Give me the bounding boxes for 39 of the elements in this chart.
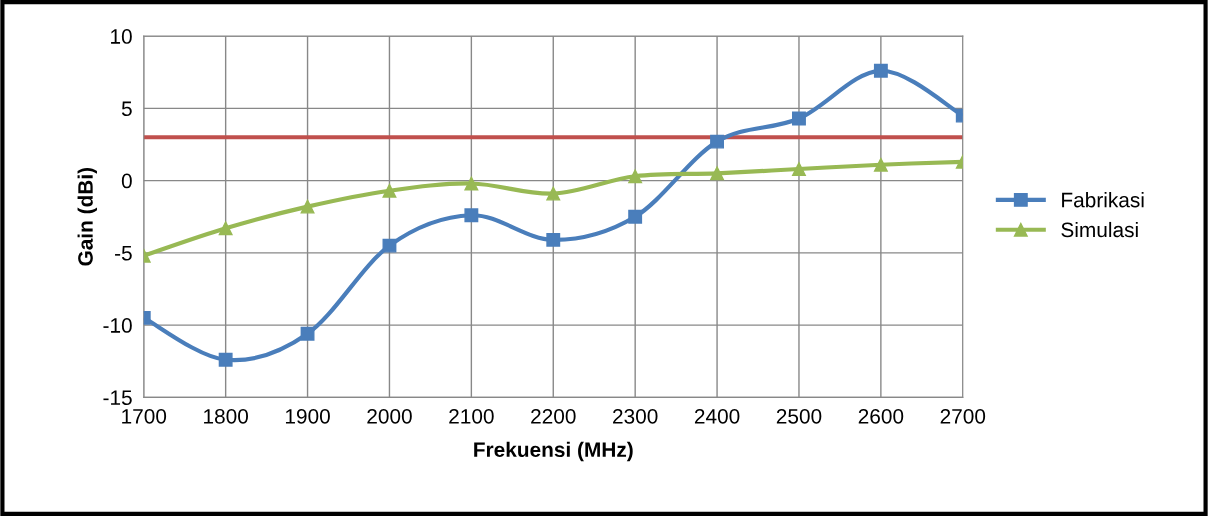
- x-tick-label: 2500: [776, 408, 822, 424]
- point: [873, 157, 888, 172]
- point: [464, 208, 479, 223]
- point: [628, 169, 643, 184]
- legend-label: Fabrikasi: [1062, 192, 1144, 208]
- x-tick-label: 1800: [204, 408, 249, 424]
- point: [382, 238, 397, 253]
- x-tick-label: 2000: [367, 408, 412, 424]
- point: [218, 352, 233, 367]
- x-tick-label: 2700: [940, 408, 986, 424]
- x-tick-label: 2400: [694, 408, 740, 424]
- point: [546, 186, 561, 201]
- point: [873, 63, 888, 78]
- point: [628, 209, 643, 224]
- x-axis-title: Frekuensi (MHz): [474, 441, 633, 462]
- y-tick-label: 5: [121, 101, 132, 117]
- point: [464, 176, 479, 191]
- legend-label: Simulasi: [1061, 221, 1138, 238]
- point: [792, 111, 806, 126]
- point: [710, 134, 725, 149]
- x-tick-label: 2200: [531, 408, 576, 424]
- point: [300, 199, 315, 214]
- y-axis-title: Gain (dBi): [77, 167, 97, 266]
- y-tick-label: -10: [103, 318, 132, 333]
- point: [710, 166, 725, 181]
- point: [382, 183, 397, 198]
- x-tick-label: 1700: [122, 408, 167, 424]
- point: [218, 221, 233, 236]
- point: [792, 162, 806, 176]
- y-tick-label: 10: [111, 29, 132, 44]
- x-tick-label: 2300: [613, 408, 658, 424]
- y-tick-label: 0: [121, 173, 132, 189]
- point: [300, 326, 315, 341]
- y-tick-label: -15: [103, 390, 132, 406]
- x-tick-label: 2100: [449, 408, 494, 424]
- x-tick-label: 2600: [858, 408, 904, 424]
- x-tick-label: 1900: [285, 408, 330, 424]
- point: [546, 232, 561, 247]
- y-tick-label: -5: [115, 246, 132, 261]
